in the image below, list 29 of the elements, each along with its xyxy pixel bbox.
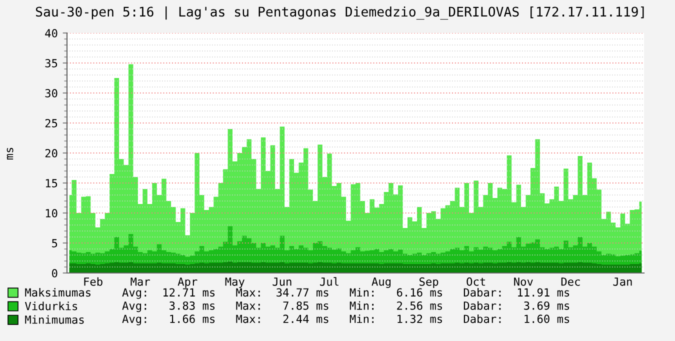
legend-label: Maksimumas bbox=[25, 288, 90, 297]
y-tick-label: 25 bbox=[45, 119, 58, 128]
chart-title: Sau-30-pen 5:16 | Lag'as su Pentagonas Diemedzio_9a_DERILOVAS [172.17.11.119] bbox=[36, 6, 644, 20]
y-tick-label: 10 bbox=[46, 209, 58, 218]
legend-label: Minimumas bbox=[25, 315, 84, 324]
text: Avg: 12.71 ms Max: 34.77 ms Min: 6.16 ms Dabar: 11.91 ms bbox=[122, 288, 570, 299]
x-tick-label: Apr bbox=[178, 278, 198, 288]
y-tick-label: 20 bbox=[45, 149, 58, 158]
x-tick-label: Dec bbox=[561, 278, 580, 286]
text: Avg: 3.83 ms Max: 7.85 ms Min: 2.56 ms Dabar: 3.69 ms bbox=[122, 301, 570, 312]
x-tick-label: Mar bbox=[130, 278, 150, 286]
y-axis-title: ms bbox=[6, 148, 14, 160]
y-tick-label: 40 bbox=[45, 29, 58, 38]
x-tick-label: May bbox=[225, 278, 244, 288]
y-tick-label: 5 bbox=[52, 239, 58, 248]
x-tick-label: Oct bbox=[466, 277, 486, 286]
y-tick-label: 15 bbox=[46, 179, 58, 188]
y-tick-label: 35 bbox=[45, 59, 58, 68]
x-tick-label: Jun bbox=[272, 278, 292, 286]
x-tick-label: Feb bbox=[84, 277, 102, 286]
x-tick-label: Nov bbox=[514, 278, 533, 286]
x-tick-label: Sep bbox=[420, 277, 438, 288]
y-tick-label: 0 bbox=[52, 269, 58, 278]
x-tick-label: Jul bbox=[320, 277, 338, 286]
text: Avg: 1.66 ms Max: 2.44 ms Min: 1.32 ms Dabar: 1.60 ms bbox=[122, 314, 570, 326]
y-tick-label: 30 bbox=[45, 89, 58, 98]
x-tick-label: Aug bbox=[372, 277, 391, 288]
legend-label: Vidurkis bbox=[24, 302, 78, 310]
x-tick-label: Jan bbox=[613, 278, 632, 286]
